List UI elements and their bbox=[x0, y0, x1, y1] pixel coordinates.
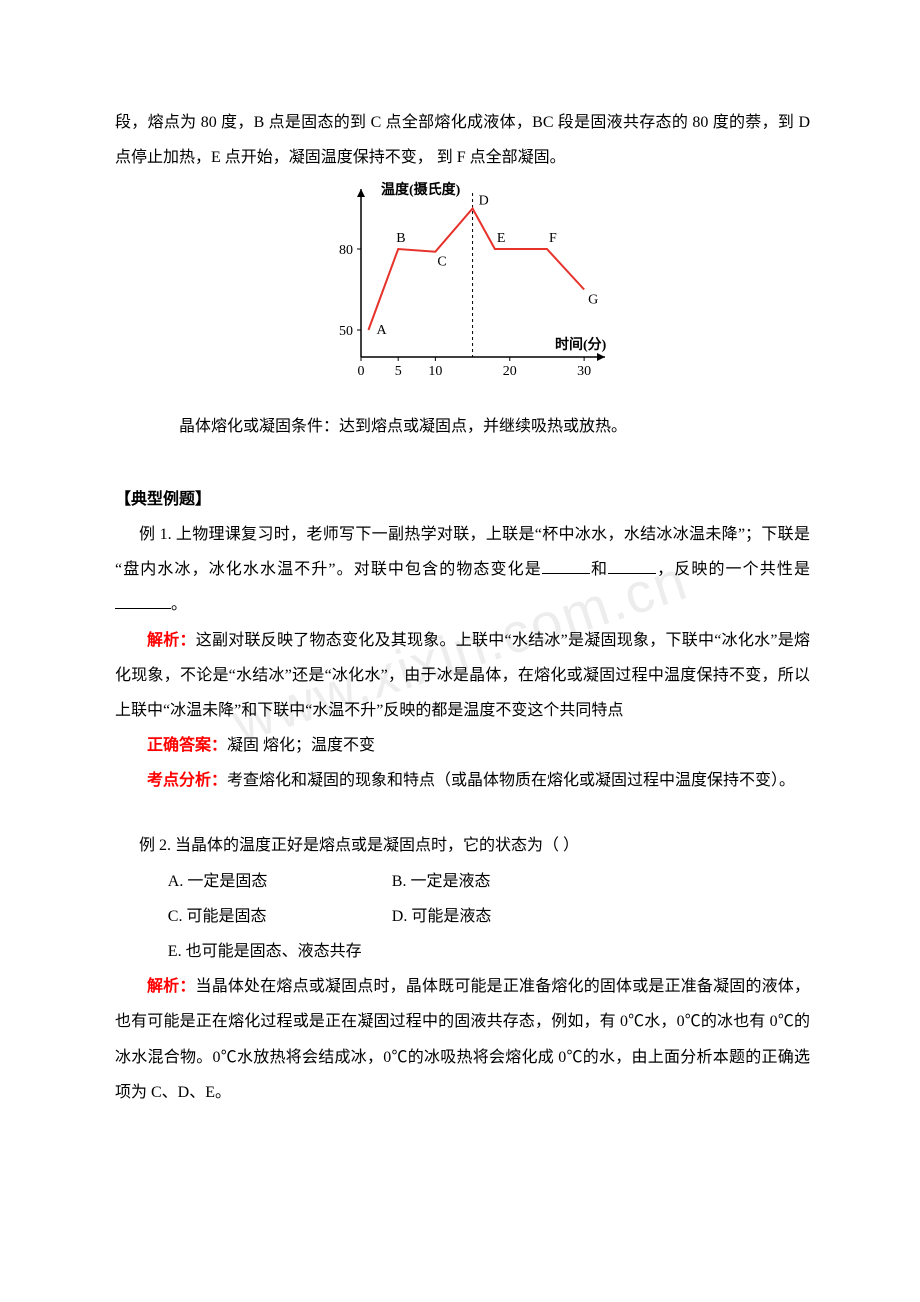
svg-text:50: 50 bbox=[339, 324, 353, 339]
svg-text:时间(分): 时间(分) bbox=[555, 336, 607, 353]
option-a: A. 一定是固态 bbox=[168, 864, 392, 899]
analysis-label-2: 解析： bbox=[147, 978, 196, 995]
example2-options: A. 一定是固态 B. 一定是液态 C. 可能是固态 D. 可能是液态 E. 也… bbox=[168, 864, 810, 970]
example2-question: 例 2. 当晶体的温度正好是熔点或是凝固点时，它的状态为（ ） bbox=[115, 828, 810, 863]
svg-text:5: 5 bbox=[394, 364, 401, 379]
condition-paragraph: 晶体熔化或凝固条件：达到熔点或凝固点，并继续吸热或放热。 bbox=[115, 409, 810, 444]
ex1-q-end: 。 bbox=[171, 596, 187, 613]
keypoint-label: 考点分析： bbox=[147, 772, 227, 789]
ex1-answer-text: 凝固 熔化；温度不变 bbox=[227, 737, 375, 754]
ex1-and: 和 bbox=[590, 561, 608, 578]
intro-paragraph: 段，熔点为 80 度，B 点是固态的到 C 点全部熔化成液体，BC 段是固液共存… bbox=[115, 105, 810, 175]
option-d: D. 可能是液态 bbox=[392, 899, 616, 934]
option-c: C. 可能是固态 bbox=[168, 899, 392, 934]
svg-text:B: B bbox=[396, 231, 405, 246]
svg-text:G: G bbox=[588, 293, 598, 308]
answer-label: 正确答案： bbox=[147, 737, 227, 754]
blank-1 bbox=[542, 557, 590, 574]
svg-text:20: 20 bbox=[502, 364, 516, 379]
section-title: 【典型例题】 bbox=[115, 482, 810, 517]
chart-container: 50 80 0 5 10 20 30 温度(摄氏度) 时间(分) A B C D E F G bbox=[115, 181, 810, 404]
example1-question: 例 1. 上物理课复习时，老师写下一副热学对联，上联是“杯中冰水，水结冰冰温未降… bbox=[115, 517, 810, 623]
option-b: B. 一定是液态 bbox=[392, 864, 616, 899]
svg-text:F: F bbox=[548, 231, 556, 246]
svg-text:C: C bbox=[437, 255, 446, 270]
analysis-label: 解析： bbox=[147, 632, 196, 649]
example1-analysis: 解析：这副对联反映了物态变化及其现象。上联中“水结冰”是凝固现象，下联中“冰化水… bbox=[115, 623, 810, 729]
temperature-time-chart: 50 80 0 5 10 20 30 温度(摄氏度) 时间(分) A B C D E F G bbox=[313, 181, 613, 391]
svg-text:10: 10 bbox=[428, 364, 442, 379]
svg-text:D: D bbox=[478, 194, 488, 209]
ex2-analysis-text: 当晶体处在熔点或凝固点时，晶体既可能是正准备熔化的固体或是正准备凝固的液体，也有… bbox=[115, 978, 810, 1101]
ex1-analysis-text: 这副对联反映了物态变化及其现象。上联中“水结冰”是凝固现象，下联中“冰化水”是熔… bbox=[115, 632, 810, 719]
svg-text:E: E bbox=[496, 231, 505, 246]
example2-analysis: 解析：当晶体处在熔点或凝固点时，晶体既可能是正准备熔化的固体或是正准备凝固的液体… bbox=[115, 969, 810, 1110]
svg-text:温度(摄氏度): 温度(摄氏度) bbox=[381, 181, 461, 198]
blank-2 bbox=[608, 557, 656, 574]
example1-answer: 正确答案：凝固 熔化；温度不变 bbox=[115, 728, 810, 763]
svg-text:80: 80 bbox=[339, 243, 353, 258]
svg-text:0: 0 bbox=[357, 364, 364, 379]
svg-text:30: 30 bbox=[577, 364, 591, 379]
option-e: E. 也可能是固态、液态共存 bbox=[168, 934, 362, 969]
ex1-key-text: 考查熔化和凝固的现象和特点（或晶体物质在熔化或凝固过程中温度保持不变）。 bbox=[227, 772, 795, 789]
document-page: www.xixin.com.cn 段，熔点为 80 度，B 点是固态的到 C 点… bbox=[0, 0, 920, 1302]
ex1-q-mid: ，反映的一个共性是 bbox=[656, 561, 810, 578]
example1-keypoint: 考点分析：考查熔化和凝固的现象和特点（或晶体物质在熔化或凝固过程中温度保持不变）… bbox=[115, 763, 810, 798]
svg-text:A: A bbox=[376, 323, 387, 338]
blank-3 bbox=[115, 592, 171, 609]
